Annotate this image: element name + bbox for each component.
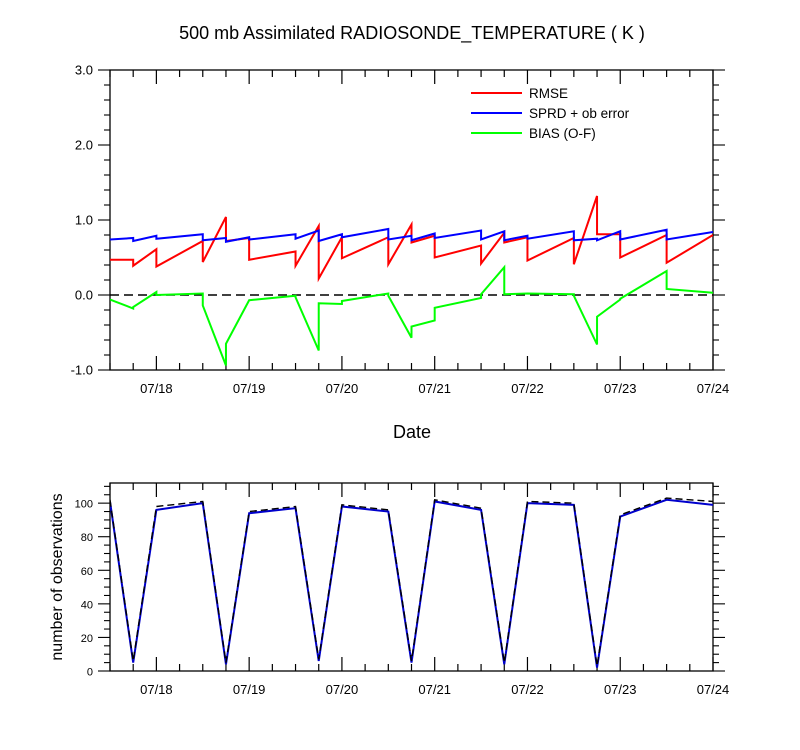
- y-tick-label: 0.0: [75, 288, 93, 303]
- series-line-sprd-ob-error: [110, 227, 713, 243]
- x-tick-label: 07/22: [511, 381, 544, 396]
- y-tick-label: 1.0: [75, 213, 93, 228]
- series-line-rmse: [110, 195, 713, 283]
- x-tick-label: 07/22: [511, 682, 544, 697]
- x-tick-label: 07/18: [140, 682, 173, 697]
- x-tick-label: 07/24: [697, 682, 730, 697]
- x-tick-label: 07/18: [140, 381, 173, 396]
- series-line-observations-total: [110, 497, 713, 667]
- y-tick-label: 40: [81, 599, 93, 611]
- y-tick-label: 3.0: [75, 63, 93, 78]
- x-tick-label: 07/21: [418, 381, 451, 396]
- x-tick-label: 07/23: [604, 682, 637, 697]
- bottom-plot-area: 07/18 07/19 07/20 07/21 07/22 07/23 07/24 0 20 40…: [75, 482, 730, 697]
- x-tick-label: 07/23: [604, 381, 637, 396]
- x-tick-label: 07/20: [326, 381, 359, 396]
- y-tick-label: 0: [87, 667, 93, 679]
- y-tick-label: -1.0: [71, 363, 93, 378]
- series-group: [110, 195, 713, 366]
- x-tick-label: 07/19: [233, 682, 266, 697]
- legend-label-sprd-ob-error: SPRD + ob error: [529, 106, 630, 121]
- top-plot-area: 07/18 07/19 07/20 07/21 07/22 07/23 07/24 -1.0 0…: [71, 63, 730, 397]
- y-tick-label: 100: [75, 499, 93, 511]
- legend-label-rmse: RMSE: [529, 86, 568, 101]
- plot-frame: [109, 482, 714, 672]
- series-group: [110, 497, 713, 668]
- y-tick-label: 20: [81, 633, 93, 645]
- x-tick-label: 07/24: [697, 381, 730, 396]
- chart-title: 500 mb Assimilated RADIOSONDE_TEMPERATUR…: [179, 23, 645, 44]
- x-tick-label: 07/20: [326, 682, 359, 697]
- y-tick-label: 2.0: [75, 138, 93, 153]
- series-line-observations-assimilated: [110, 498, 713, 668]
- y-tick-label: 80: [81, 532, 93, 544]
- x-tick-label: 07/21: [418, 682, 451, 697]
- bottom-y-axis-label: number of observations: [49, 493, 66, 660]
- top-x-axis-label: Date: [393, 422, 431, 442]
- x-tick-label: 07/19: [233, 381, 266, 396]
- series-line-bias-o-f: [110, 264, 713, 366]
- legend-label-bias-o-f: BIAS (O-F): [529, 126, 596, 141]
- y-tick-label: 60: [81, 566, 93, 578]
